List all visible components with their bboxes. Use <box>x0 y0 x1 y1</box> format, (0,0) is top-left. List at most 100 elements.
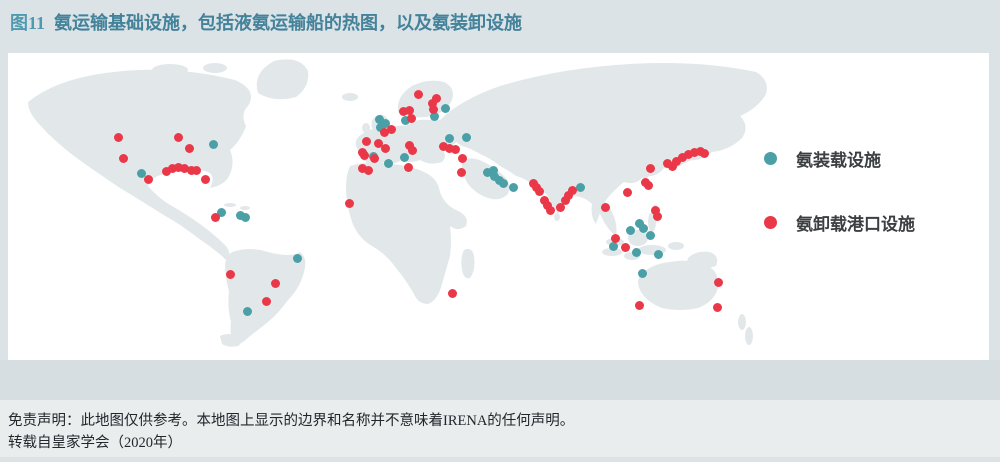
map-dot-unloading <box>413 89 423 99</box>
map-dot-unloading <box>373 138 383 148</box>
map-dot-unloading <box>683 149 693 159</box>
map-dot-loading <box>575 182 585 192</box>
map-dot-loading <box>429 111 439 121</box>
map-dot-loading <box>240 212 250 222</box>
map-dot-unloading <box>344 198 354 208</box>
map-dot-unloading <box>386 124 396 134</box>
world-map <box>28 59 767 347</box>
map-dot-loading <box>383 158 393 168</box>
map-dot-loading <box>292 253 302 263</box>
map-dot-unloading <box>438 141 448 151</box>
figure-title-text: 氨运输基础设施，包括液氨运输船的热图，以及氨装卸设施 <box>54 13 523 33</box>
map-dot-unloading <box>191 165 201 175</box>
map-dot-unloading <box>431 93 441 103</box>
map-dot-loading <box>637 268 647 278</box>
map-dot-unloading <box>161 166 171 176</box>
map-dot-unloading <box>357 163 367 173</box>
legend-item-unloading: 氨卸载港口设施 <box>764 209 915 235</box>
map-dot-loading <box>400 115 410 125</box>
map-dot-unloading <box>369 153 379 163</box>
map-dot-loading <box>216 207 226 217</box>
map-dot-unloading <box>567 185 577 195</box>
map-dot-unloading <box>210 212 220 222</box>
map-dot-loading <box>634 218 644 228</box>
map-dot-loading <box>242 306 252 316</box>
map-dot-unloading <box>542 200 552 210</box>
map-dot-unloading <box>173 162 183 172</box>
footer: 免责声明：此地图仅供参考。本地图上显示的边界和名称并不意味着IRENA的任何声明… <box>0 400 1000 462</box>
legend-label-loading: 氨装载设施 <box>796 150 881 170</box>
map-dot-loading <box>444 133 454 143</box>
map-dot-unloading <box>555 202 565 212</box>
map-dot-loading <box>488 165 498 175</box>
source-text: 转载自皇家学会（2020年） <box>8 435 182 451</box>
map-dot-loading <box>235 210 245 220</box>
map-dot-unloading <box>406 113 416 123</box>
map-dot-unloading <box>427 98 437 108</box>
map-dot-loading <box>631 247 641 257</box>
unloading-dot-icon <box>764 215 777 229</box>
map-dot-loading <box>625 225 635 235</box>
disclaimer-text: 免责声明：此地图仅供参考。本地图上显示的边界和名称并不意味着IRENA的任何声明… <box>8 413 575 429</box>
map-dot-unloading <box>363 165 373 175</box>
map-dot-unloading <box>610 233 620 243</box>
map-dot-unloading <box>200 174 210 184</box>
map-dot-unloading <box>398 106 408 116</box>
map-dot-unloading <box>600 202 610 212</box>
map-dot-unloading <box>447 288 457 298</box>
map-dot-unloading <box>379 127 389 137</box>
map-dot-unloading <box>173 132 183 142</box>
map-dot-unloading <box>563 190 573 200</box>
map-dot-unloading <box>403 162 413 172</box>
map-dot-unloading <box>699 148 709 158</box>
map-dot-unloading <box>450 144 460 154</box>
map-dot-unloading <box>671 156 681 166</box>
map-dot-loading <box>208 139 218 149</box>
map-dot-unloading <box>186 165 196 175</box>
map-dot-unloading <box>179 163 189 173</box>
map-dot-loading <box>380 118 390 128</box>
legend-label-unloading: 氨卸载港口设施 <box>796 214 915 234</box>
map-dot-unloading <box>620 242 630 252</box>
map-dot-unloading <box>359 150 369 160</box>
map-dot-unloading <box>270 278 280 288</box>
map-dot-unloading <box>534 186 544 196</box>
map-dot-unloading <box>539 195 549 205</box>
map-dot-loading <box>608 241 618 251</box>
map-dot-unloading <box>225 269 235 279</box>
map-dot-unloading <box>667 161 677 171</box>
map-dot-unloading <box>456 167 466 177</box>
map-dot-unloading <box>643 180 653 190</box>
loading-dot-icon <box>764 151 777 165</box>
map-dot-loading <box>489 171 499 181</box>
map-dot-unloading <box>167 163 177 173</box>
map-dot-loading <box>482 167 492 177</box>
bottom-edge <box>0 457 1000 462</box>
map-dot-unloading <box>113 132 123 142</box>
map-dot-unloading <box>143 174 153 184</box>
map-dot-loading <box>461 132 471 142</box>
map-dot-loading <box>508 182 518 192</box>
map-dot-unloading <box>184 143 194 153</box>
map-dot-unloading <box>689 147 699 157</box>
map-dot-unloading <box>457 153 467 163</box>
map-dot-unloading <box>545 205 555 215</box>
map-dot-unloading <box>407 145 417 155</box>
figure-number: 图11 <box>10 13 46 33</box>
map-dot-unloading <box>634 300 644 310</box>
map-dot-loading <box>136 168 146 178</box>
map-dot-unloading <box>560 195 570 205</box>
map-legend: 氨装载设施 氨卸载港口设施 <box>764 145 915 235</box>
map-dot-loading <box>645 230 655 240</box>
map-dot-unloading <box>677 152 687 162</box>
antarctica-band <box>0 360 1000 400</box>
map-dot-unloading <box>652 211 662 221</box>
map-dot-unloading <box>428 104 438 114</box>
map-dot-unloading <box>380 143 390 153</box>
map-dot-loading <box>374 114 384 124</box>
map-dot-loading <box>399 152 409 162</box>
world-map-panel: 氨装载设施 氨卸载港口设施 <box>8 53 989 360</box>
map-dot-unloading <box>118 153 128 163</box>
map-dot-loading <box>638 223 648 233</box>
map-dot-loading <box>375 122 385 132</box>
